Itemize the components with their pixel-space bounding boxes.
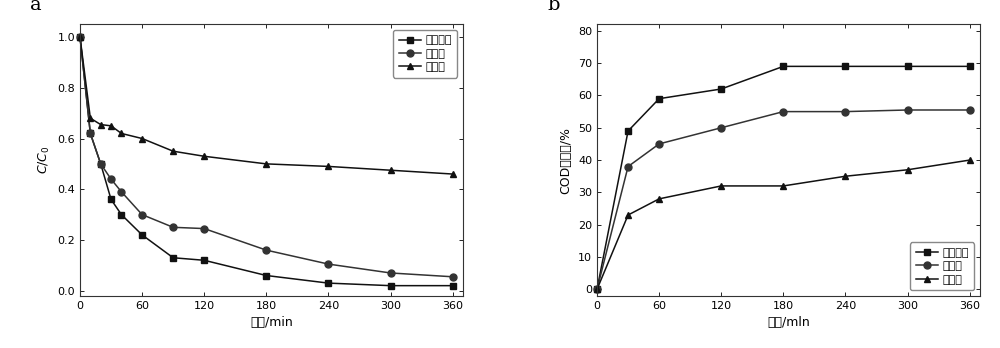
光催化 [715,184,727,188]
光催化 [115,131,127,135]
电催化 [74,35,86,39]
光电催化 [715,87,727,91]
光催化 [447,172,459,176]
Line: 光催化: 光催化 [594,157,973,293]
Line: 光电催化: 光电催化 [594,63,973,293]
光电催化 [115,213,127,217]
光催化 [902,168,914,172]
光催化 [84,116,96,120]
光电催化 [167,256,179,260]
电催化 [95,162,107,166]
光电催化 [902,64,914,69]
光电催化 [777,64,789,69]
光催化 [198,154,210,158]
电催化 [198,227,210,231]
电催化 [385,271,397,275]
光电催化 [95,162,107,166]
光催化 [385,168,397,172]
Line: 电催化: 电催化 [77,33,456,280]
电催化 [84,131,96,135]
光催化 [839,174,851,178]
光催化 [136,136,148,141]
电催化 [115,190,127,194]
光电催化 [322,281,334,285]
光电催化 [260,274,272,278]
光催化 [777,184,789,188]
电催化 [591,287,603,291]
光电催化 [105,197,117,201]
光电催化 [653,97,665,101]
光电催化 [591,287,603,291]
光催化 [95,122,107,127]
Legend: 光电催化, 电催化, 光催化: 光电催化, 电催化, 光催化 [393,30,457,78]
电催化 [622,165,634,169]
X-axis label: 时间/min: 时间/min [250,316,293,329]
电催化 [260,248,272,252]
光催化 [591,287,603,291]
电催化 [167,225,179,229]
Line: 光催化: 光催化 [77,33,456,177]
电催化 [136,213,148,217]
Line: 光电催化: 光电催化 [77,33,456,289]
电催化 [964,108,976,112]
电催化 [902,108,914,112]
Legend: 光电催化, 电催化, 光催化: 光电催化, 电催化, 光催化 [910,243,974,290]
X-axis label: 时间/mln: 时间/mln [767,316,810,329]
光催化 [964,158,976,162]
光催化 [260,162,272,166]
电催化 [653,142,665,146]
电催化 [447,275,459,279]
电催化 [322,262,334,266]
光催化 [322,164,334,168]
电催化 [105,177,117,181]
光催化 [105,124,117,128]
电催化 [839,110,851,114]
光电催化 [74,35,86,39]
光电催化 [839,64,851,69]
Y-axis label: COD去除率/%: COD去除率/% [559,127,572,193]
Text: a: a [30,0,42,14]
光电催化 [84,131,96,135]
电催化 [715,126,727,130]
Line: 电催化: 电催化 [594,106,973,293]
光电催化 [447,284,459,288]
光电催化 [385,284,397,288]
Text: b: b [547,0,560,14]
光催化 [653,197,665,201]
光电催化 [136,233,148,237]
光电催化 [622,129,634,133]
光催化 [167,149,179,153]
电催化 [777,110,789,114]
光催化 [74,35,86,39]
光电催化 [198,258,210,262]
Y-axis label: $C/C_0$: $C/C_0$ [37,146,52,174]
光催化 [622,213,634,217]
光电催化 [964,64,976,69]
